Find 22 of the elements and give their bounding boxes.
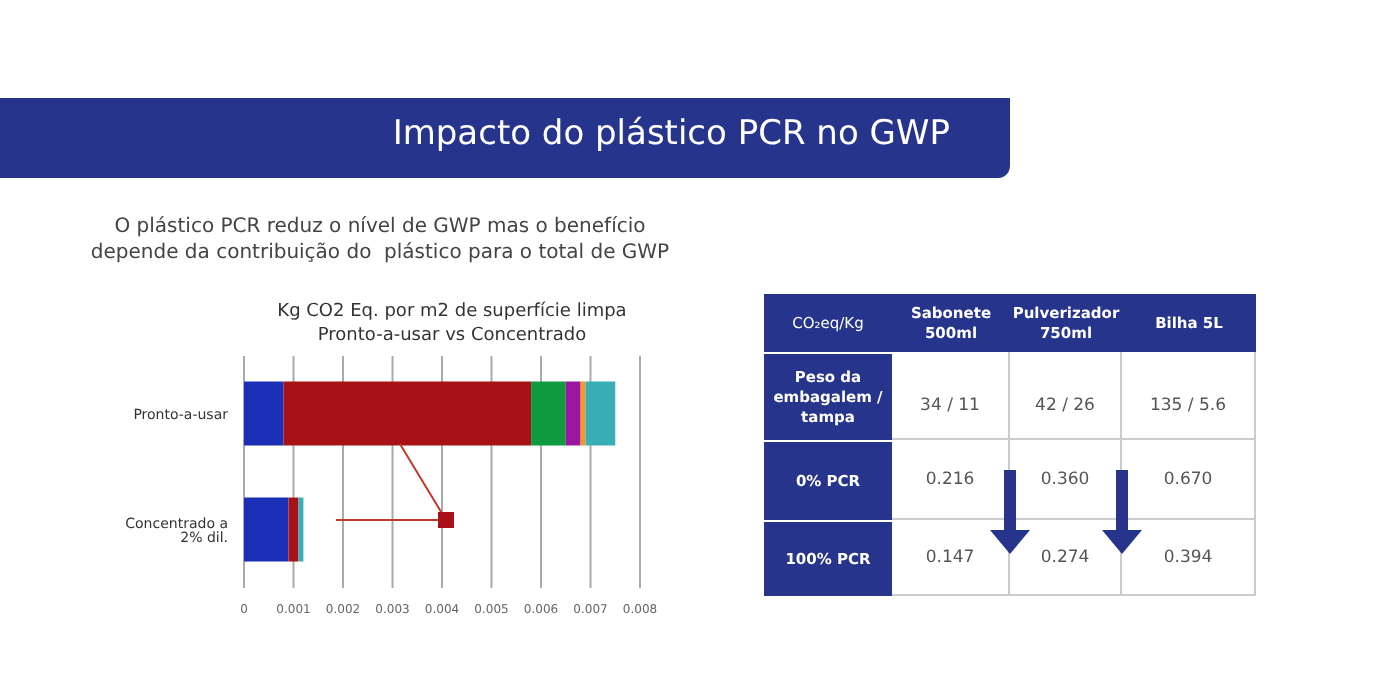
bar [283,381,532,446]
bar [585,381,616,446]
bar [244,497,289,562]
bar [298,497,304,562]
text: 135 / 5.6 [1149,396,1226,416]
text: 0.670 [1163,470,1213,490]
text: O plástico PCR reduz o nível de GWP mas o benefício depende da contribuição do plástico para o total de GWP [88,214,672,266]
text: 0.274 [1040,548,1090,568]
bar [531,381,566,446]
text: 0.147 [925,548,975,568]
text: 0.360 [1040,470,1090,490]
chart-title: Kg CO2 Eq. por m2 de superfície limpa [275,300,629,324]
bar [565,381,581,446]
text: 34 / 11 [920,396,980,416]
header-banner: Impacto do plástico PCR no GWP [0,98,1010,178]
bar [244,381,284,446]
bar [580,381,586,446]
chart-subtitle: Pronto-a-usar vs Concentrado [315,324,589,348]
text: 0.216 [925,470,975,490]
bar [288,497,299,562]
text: 42 / 26 [1035,396,1095,416]
text: 0.394 [1163,548,1213,568]
